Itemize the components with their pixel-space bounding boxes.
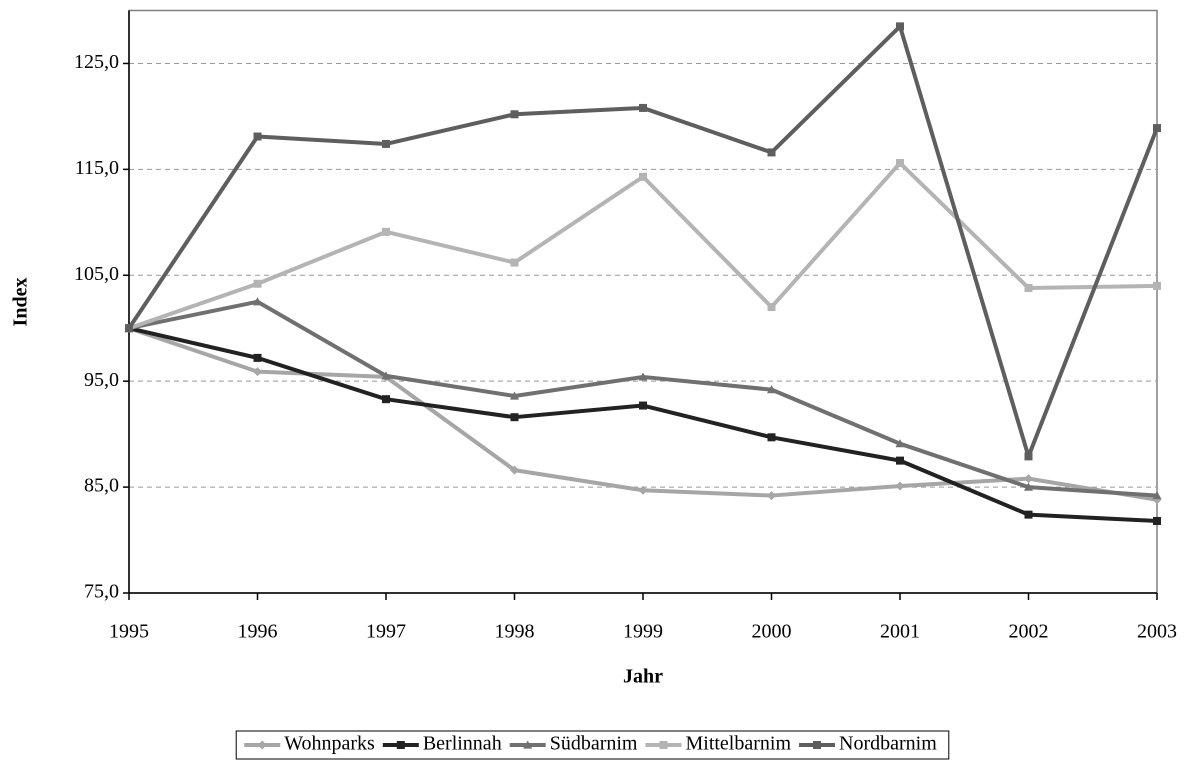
marker xyxy=(896,456,904,465)
x-tick-label: 1996 xyxy=(238,621,278,643)
marker xyxy=(895,439,905,448)
marker xyxy=(1024,474,1033,484)
y-tick-label: 105,0 xyxy=(74,263,119,285)
series-line xyxy=(128,326,1158,502)
marker xyxy=(1024,452,1033,461)
marker xyxy=(1153,124,1161,133)
y-tick-label: 75,0 xyxy=(84,581,119,603)
x-tick-label: 1998 xyxy=(495,621,535,643)
x-tick-label: 2002 xyxy=(1009,621,1049,643)
legend-label: Berlinnah xyxy=(423,733,502,755)
marker xyxy=(767,491,776,501)
marker xyxy=(767,433,776,442)
marker xyxy=(638,372,648,381)
series-line xyxy=(127,24,1159,459)
y-tick-label: 95,0 xyxy=(84,369,119,391)
y-tick-label: 115,0 xyxy=(75,157,119,179)
marker xyxy=(257,740,267,750)
marker xyxy=(1153,516,1161,525)
marker xyxy=(382,227,390,236)
marker xyxy=(659,741,668,749)
legend-label: Wohnparks xyxy=(284,733,375,755)
series-line xyxy=(128,161,1158,331)
marker xyxy=(1153,281,1161,290)
marker xyxy=(381,371,391,380)
marker xyxy=(767,148,776,157)
marker xyxy=(253,132,262,141)
marker xyxy=(895,481,905,491)
y-tick-label: 85,0 xyxy=(84,475,119,497)
marker xyxy=(896,159,904,168)
marker xyxy=(639,401,647,410)
marker xyxy=(896,22,904,31)
x-tick-label: 2003 xyxy=(1137,621,1177,643)
y-axis-label: Index xyxy=(10,278,32,327)
marker xyxy=(1024,283,1033,292)
marker xyxy=(767,385,776,394)
marker xyxy=(639,103,647,112)
y-tick-label: 125,0 xyxy=(74,51,119,73)
marker xyxy=(253,279,262,288)
marker xyxy=(253,367,262,377)
marker xyxy=(510,258,519,267)
marker xyxy=(510,465,519,475)
legend: Wohnparks Berlinnah Südbarnim Mittelbarnim N… xyxy=(235,730,950,760)
series-line xyxy=(128,299,1158,498)
marker xyxy=(1024,482,1033,491)
x-tick-label: 2001 xyxy=(880,621,920,643)
x-tick-label: 1999 xyxy=(623,621,663,643)
marker xyxy=(510,110,519,119)
x-tick-label: 1995 xyxy=(109,621,149,643)
marker xyxy=(813,741,822,749)
x-axis-label: Jahr xyxy=(623,666,663,688)
marker xyxy=(523,740,533,749)
marker xyxy=(253,297,262,306)
marker xyxy=(767,303,776,312)
marker xyxy=(396,741,405,749)
marker xyxy=(639,172,647,181)
marker xyxy=(125,324,133,333)
marker xyxy=(1152,491,1162,500)
x-tick-label: 2000 xyxy=(752,621,792,643)
marker xyxy=(510,391,519,400)
legend-label: Südbarnim xyxy=(550,733,638,755)
marker xyxy=(510,413,519,422)
legend-label: Nordbarnim xyxy=(839,733,937,755)
marker xyxy=(253,353,262,362)
marker xyxy=(382,139,390,148)
marker xyxy=(382,395,390,404)
legend-label: Mittelbarnim xyxy=(685,733,791,755)
x-tick-label: 1997 xyxy=(366,621,406,643)
marker xyxy=(1024,510,1033,519)
marker xyxy=(638,485,648,495)
